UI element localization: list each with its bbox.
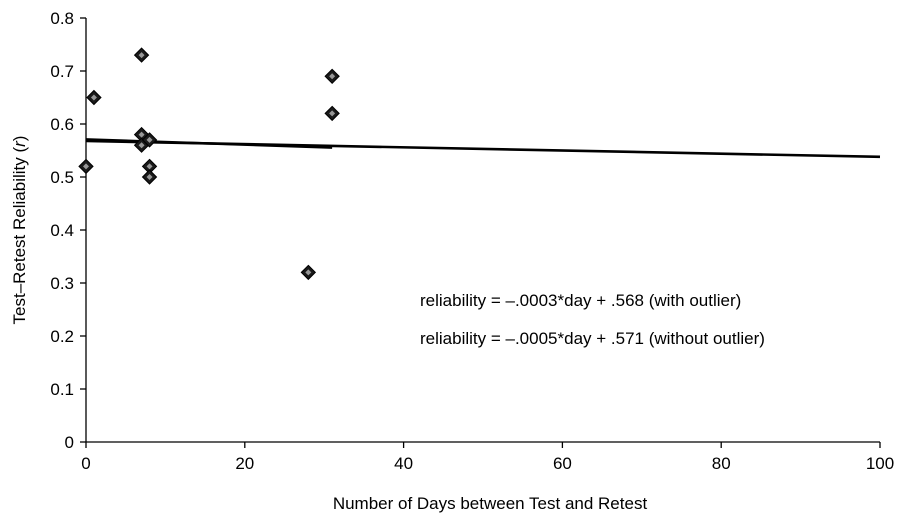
y-tick-label: 0.3 — [50, 274, 74, 293]
x-axis-title: Number of Days between Test and Retest — [333, 494, 648, 513]
y-axis-title: Test–Retest Reliability (r) — [10, 136, 29, 325]
axes — [85, 18, 880, 443]
y-axis-title-suffix: ) — [10, 136, 29, 142]
y-tick-label: 0.7 — [50, 62, 74, 81]
y-tick-label: 0.6 — [50, 115, 74, 134]
x-tick-label: 80 — [712, 454, 731, 473]
data-point — [141, 132, 158, 148]
data-point — [300, 264, 317, 281]
data-point — [324, 105, 340, 122]
y-tick-label: 0.5 — [50, 168, 74, 187]
trendlines — [85, 138, 881, 159]
x-tick-label: 100 — [866, 454, 894, 473]
x-tick-label: 20 — [235, 454, 254, 473]
y-tick-label: 0.2 — [50, 327, 74, 346]
y-tick-label: 0.1 — [50, 380, 74, 399]
data-points — [78, 47, 340, 281]
y-axis-title-variable: r — [10, 140, 29, 147]
y-tick-label: 0 — [65, 433, 74, 452]
data-point — [86, 89, 102, 106]
equation-with-outlier: reliability = –.0003*day + .568 (with ou… — [420, 291, 741, 310]
data-point — [78, 158, 94, 175]
x-tick-label: 0 — [81, 454, 90, 473]
y-axis-title-prefix: Test–Retest Reliability ( — [10, 147, 29, 325]
data-point — [133, 47, 150, 63]
data-point — [141, 169, 158, 185]
trendline-without-outlier — [85, 138, 333, 149]
equation-without-outlier: reliability = –.0005*day + .571 (without… — [420, 329, 765, 348]
x-tick-label: 40 — [394, 454, 413, 473]
data-point — [141, 158, 158, 175]
x-tick-label: 60 — [553, 454, 572, 473]
y-tick-label: 0.4 — [50, 221, 74, 240]
x-axis-ticks: 0 20 40 60 80 100 — [81, 442, 894, 473]
y-tick-label: 0.8 — [50, 9, 74, 28]
data-point — [324, 68, 340, 85]
y-axis-ticks: 0 0.1 0.2 0.3 0.4 0.5 0.6 0.7 0.8 — [50, 9, 86, 452]
